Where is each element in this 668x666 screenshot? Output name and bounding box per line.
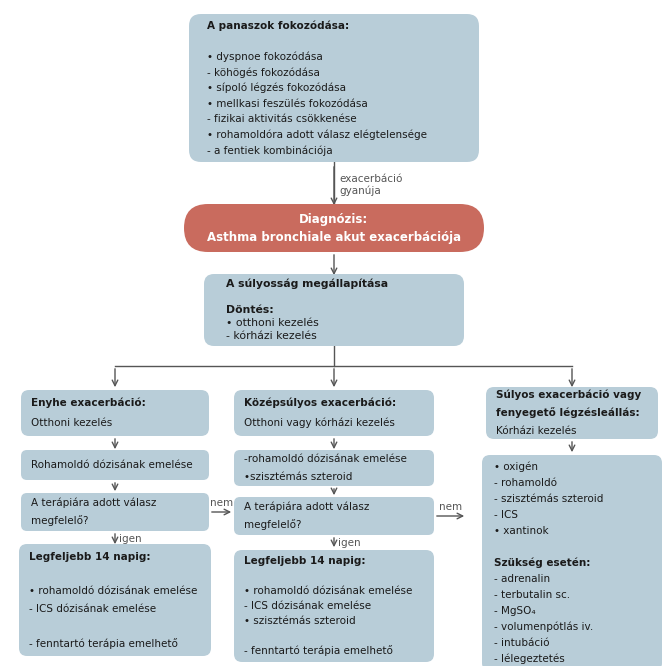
Text: - a fentiek kombinációja: - a fentiek kombinációja bbox=[207, 145, 333, 156]
Text: - fizikai aktivitás csökkenése: - fizikai aktivitás csökkenése bbox=[207, 114, 357, 124]
Text: Döntés:: Döntés: bbox=[226, 305, 274, 315]
Text: A terápiára adott válasz: A terápiára adott válasz bbox=[244, 501, 369, 512]
Text: Otthoni vagy kórházi kezelés: Otthoni vagy kórházi kezelés bbox=[244, 418, 395, 428]
Text: - terbutalin sc.: - terbutalin sc. bbox=[494, 590, 570, 600]
Text: A súlyosság megállapítása: A súlyosság megállapítása bbox=[226, 278, 388, 289]
FancyBboxPatch shape bbox=[189, 14, 479, 162]
Text: - ICS dózisának emelése: - ICS dózisának emelése bbox=[244, 601, 371, 611]
Text: Rohamoldó dózisának emelése: Rohamoldó dózisának emelése bbox=[31, 460, 192, 470]
Text: Szükség esetén:: Szükség esetén: bbox=[494, 557, 591, 568]
Text: • oxigén: • oxigén bbox=[494, 462, 538, 472]
Text: • xantinok: • xantinok bbox=[494, 526, 548, 536]
Text: igen: igen bbox=[119, 534, 142, 544]
Text: Diagnózis:: Diagnózis: bbox=[299, 212, 369, 226]
Text: - lélegeztetés: - lélegeztetés bbox=[494, 654, 564, 664]
Text: -rohamoldó dózisának emelése: -rohamoldó dózisának emelése bbox=[244, 454, 407, 464]
Text: - köhögés fokozódása: - köhögés fokozódása bbox=[207, 67, 320, 78]
Text: - MgSO₄: - MgSO₄ bbox=[494, 606, 536, 616]
Text: - rohamoldó: - rohamoldó bbox=[494, 478, 557, 488]
Text: exacerbáció
gyanúja: exacerbáció gyanúja bbox=[339, 174, 402, 196]
Text: igen: igen bbox=[338, 537, 361, 547]
Text: Legfeljebb 14 napig:: Legfeljebb 14 napig: bbox=[244, 556, 365, 566]
FancyBboxPatch shape bbox=[184, 204, 484, 252]
Text: fenyegető légzésleállás:: fenyegető légzésleállás: bbox=[496, 408, 640, 418]
FancyBboxPatch shape bbox=[21, 450, 209, 480]
Text: A panaszok fokozódása:: A panaszok fokozódása: bbox=[207, 21, 349, 31]
Text: megfelelő?: megfelelő? bbox=[31, 515, 88, 527]
Text: Enyhe exacerbáció:: Enyhe exacerbáció: bbox=[31, 398, 146, 408]
FancyBboxPatch shape bbox=[19, 544, 211, 656]
Text: •szisztémás szteroid: •szisztémás szteroid bbox=[244, 472, 353, 482]
Text: • sípoló légzés fokozódása: • sípoló légzés fokozódása bbox=[207, 83, 346, 93]
Text: - ICS: - ICS bbox=[494, 510, 518, 520]
Text: • otthoni kezelés: • otthoni kezelés bbox=[226, 318, 319, 328]
Text: - kórházi kezelés: - kórházi kezelés bbox=[226, 331, 317, 341]
Text: nem: nem bbox=[439, 502, 462, 512]
Text: - szisztémás szteroid: - szisztémás szteroid bbox=[494, 494, 603, 504]
Text: Súlyos exacerbáció vagy: Súlyos exacerbáció vagy bbox=[496, 390, 641, 400]
FancyBboxPatch shape bbox=[21, 493, 209, 531]
Text: • rohamoldóra adott válasz elégtelensége: • rohamoldóra adott válasz elégtelensége bbox=[207, 129, 427, 140]
Text: megfelelő?: megfelelő? bbox=[244, 519, 301, 531]
FancyBboxPatch shape bbox=[234, 450, 434, 486]
Text: Legfeljebb 14 napig:: Legfeljebb 14 napig: bbox=[29, 552, 150, 562]
Text: - intubáció: - intubáció bbox=[494, 638, 550, 648]
FancyBboxPatch shape bbox=[204, 274, 464, 346]
Text: - fenntartó terápia emelhető: - fenntartó terápia emelhető bbox=[244, 645, 393, 656]
Text: A terápiára adott válasz: A terápiára adott válasz bbox=[31, 498, 156, 508]
Text: Kórházi kezelés: Kórházi kezelés bbox=[496, 426, 576, 436]
Text: Középsúlyos exacerbáció:: Középsúlyos exacerbáció: bbox=[244, 398, 396, 408]
Text: Asthma bronchiale akut exacerbációja: Asthma bronchiale akut exacerbációja bbox=[207, 230, 461, 244]
FancyBboxPatch shape bbox=[482, 455, 662, 666]
Text: - ICS dózisának emelése: - ICS dózisának emelése bbox=[29, 603, 156, 613]
FancyBboxPatch shape bbox=[486, 387, 658, 439]
FancyBboxPatch shape bbox=[234, 497, 434, 535]
Text: nem: nem bbox=[210, 498, 233, 508]
Text: Otthoni kezelés: Otthoni kezelés bbox=[31, 418, 112, 428]
FancyBboxPatch shape bbox=[234, 390, 434, 436]
Text: - fenntartó terápia emelhető: - fenntartó terápia emelhető bbox=[29, 637, 178, 649]
Text: • szisztémás szteroid: • szisztémás szteroid bbox=[244, 616, 355, 626]
FancyBboxPatch shape bbox=[234, 550, 434, 662]
Text: • rohamoldó dózisának emelése: • rohamoldó dózisának emelése bbox=[29, 586, 197, 596]
Text: - volumenpótlás iv.: - volumenpótlás iv. bbox=[494, 622, 593, 632]
Text: • mellkasi feszülés fokozódása: • mellkasi feszülés fokozódása bbox=[207, 99, 368, 109]
Text: • rohamoldó dózisának emelése: • rohamoldó dózisának emelése bbox=[244, 586, 412, 596]
FancyBboxPatch shape bbox=[21, 390, 209, 436]
Text: • dyspnoe fokozódása: • dyspnoe fokozódása bbox=[207, 51, 323, 62]
Text: - adrenalin: - adrenalin bbox=[494, 574, 550, 584]
